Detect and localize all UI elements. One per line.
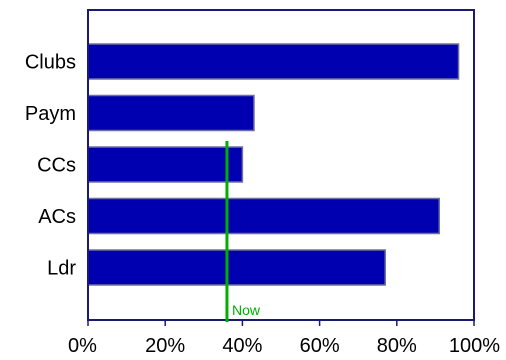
x-tick-label-60: 60% [300, 335, 340, 357]
x-tick-label-20: 20% [145, 335, 185, 357]
bar-ccs [87, 146, 244, 183]
category-labels-group: Clubs Paym CCs ACs Ldr [25, 52, 76, 280]
category-label-ccs: CCs [37, 155, 76, 177]
now-marker-label: Now [232, 302, 261, 318]
bar-acs [87, 197, 441, 235]
x-tick-label-80: 80% [377, 335, 417, 357]
x-tick-label-40: 40% [222, 335, 262, 357]
x-tick-label-0: 0% [68, 335, 97, 357]
bars-group [87, 43, 460, 286]
category-label-clubs: Clubs [25, 52, 76, 74]
x-ticks-group [87, 320, 475, 326]
category-label-ldr: Ldr [47, 258, 76, 280]
category-label-acs: ACs [38, 206, 76, 228]
plot-frame [87, 9, 475, 321]
x-tick-labels-group: 0% 20% 40% 60% 80% 100% [68, 335, 500, 357]
bar-ldr [87, 249, 386, 286]
category-label-paym: Paym [25, 103, 76, 125]
bar-clubs [87, 43, 460, 80]
x-tick-label-100: 100% [449, 335, 500, 357]
bar-paym [87, 94, 255, 132]
